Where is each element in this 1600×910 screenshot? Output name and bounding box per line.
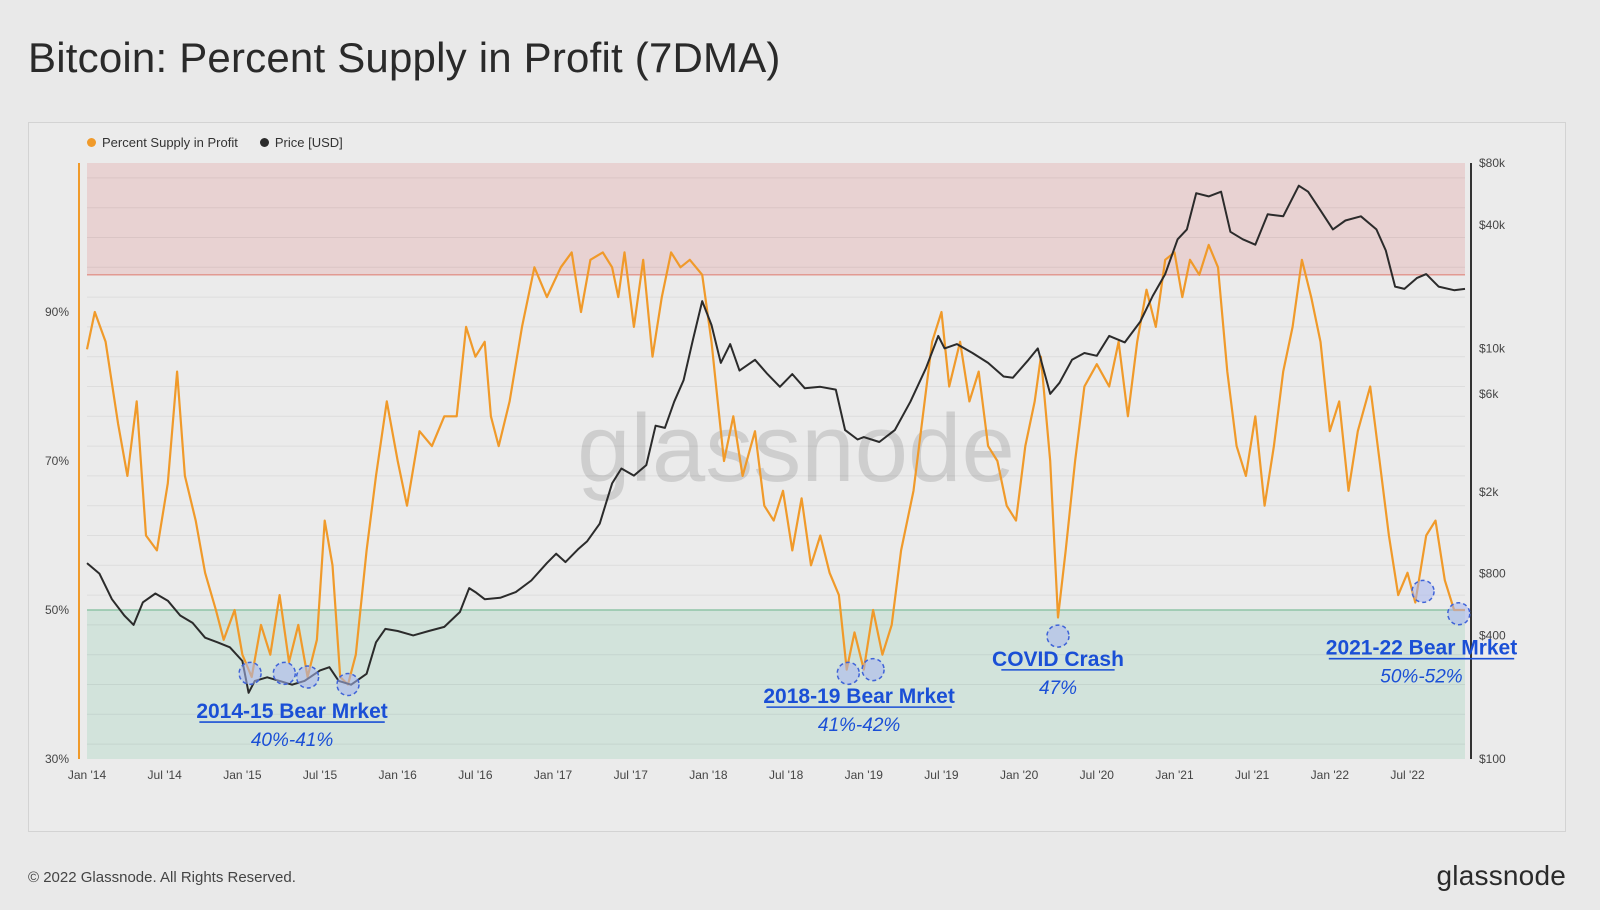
annotation-range: 41%-42% — [818, 715, 900, 736]
x-tick-label: Jul '21 — [1235, 768, 1270, 782]
right-tick-label: $10k — [1479, 341, 1506, 355]
bottom-marker-circle — [336, 672, 360, 697]
x-tick-label: Jul '15 — [303, 768, 338, 782]
legend-item-supply[interactable]: Percent Supply in Profit — [87, 135, 238, 150]
annotation-title: 2018-19 Bear Mrket — [763, 685, 954, 708]
bottom-marker-circle — [1411, 579, 1435, 604]
legend-label-price: Price [USD] — [274, 135, 343, 150]
annotation-title: 2014-15 Bear Mrket — [196, 700, 387, 723]
supply-in-profit-line — [85, 243, 1465, 686]
right-tick-label: $6k — [1479, 387, 1499, 401]
annotation-range: 50%-52% — [1380, 667, 1462, 688]
bottom-marker-circle — [238, 661, 262, 686]
x-tick-label: Jan '20 — [1000, 768, 1039, 782]
right-tick-label: $100 — [1479, 752, 1506, 766]
bottom-marker-circle — [1046, 624, 1070, 648]
bottom-marker-circle — [272, 661, 297, 686]
chart-svg: glassnode 90% 70% 50% 30% $80k $40k $10k $6k $2k $… — [45, 156, 1517, 782]
x-tick-label: Jan '18 — [689, 768, 728, 782]
x-tick-label: Jul '16 — [458, 768, 493, 782]
bottom-marker-circle — [861, 657, 885, 682]
right-tick-label: $800 — [1479, 567, 1506, 581]
x-tick-label: Jul '22 — [1390, 768, 1425, 782]
left-tick-label: 70% — [45, 454, 69, 468]
bottom-marker-circle — [295, 665, 320, 689]
bottom-marker-circle — [1447, 601, 1471, 626]
bottom-marker-circle — [836, 661, 860, 686]
x-tick-label: Jul '20 — [1080, 768, 1115, 782]
annotation-range: 47% — [1039, 678, 1077, 699]
x-tick-label: Jan '22 — [1311, 768, 1350, 782]
x-tick-label: Jan '21 — [1155, 768, 1194, 782]
x-tick-label: Jul '17 — [614, 768, 649, 782]
x-tick-label: Jan '17 — [534, 768, 573, 782]
glassnode-logo: glassnode — [1436, 860, 1566, 891]
x-tick-label: Jan '14 — [68, 768, 107, 782]
footer-copyright: © 2022 Glassnode. All Rights Reserved. — [28, 869, 296, 886]
right-tick-label: $80k — [1479, 156, 1506, 170]
upper-zone — [87, 163, 1465, 275]
legend: Percent Supply in Profit Price [USD] — [87, 135, 343, 150]
page-title: Bitcoin: Percent Supply in Profit (7DMA) — [28, 34, 781, 81]
annotation-title: COVID Crash — [992, 648, 1124, 671]
legend-dot-orange-icon — [87, 138, 96, 147]
right-tick-label: $400 — [1479, 628, 1506, 642]
x-tick-label: Jul '14 — [148, 768, 183, 782]
left-tick-label: 30% — [45, 752, 69, 766]
right-tick-label: $2k — [1479, 485, 1499, 499]
annotation-title: 2021-22 Bear Mrket — [1326, 637, 1517, 660]
watermark-text: glassnode — [577, 395, 1015, 502]
x-tick-label: Jul '19 — [924, 768, 959, 782]
left-tick-label: 50% — [45, 603, 69, 617]
x-tick-label: Jul '18 — [769, 768, 804, 782]
x-tick-label: Jan '19 — [845, 768, 884, 782]
legend-label-supply: Percent Supply in Profit — [102, 135, 238, 150]
x-tick-label: Jan '16 — [379, 768, 418, 782]
legend-dot-black-icon — [259, 138, 269, 147]
right-tick-label: $40k — [1479, 218, 1506, 232]
x-tick-label: Jan '15 — [223, 768, 262, 782]
annotation-range: 40%-41% — [251, 730, 333, 751]
legend-item-price[interactable]: Price [USD] — [259, 135, 343, 150]
chart-card: Percent Supply in Profit Price [USD] gla… — [28, 122, 1566, 832]
left-tick-label: 90% — [45, 305, 69, 319]
